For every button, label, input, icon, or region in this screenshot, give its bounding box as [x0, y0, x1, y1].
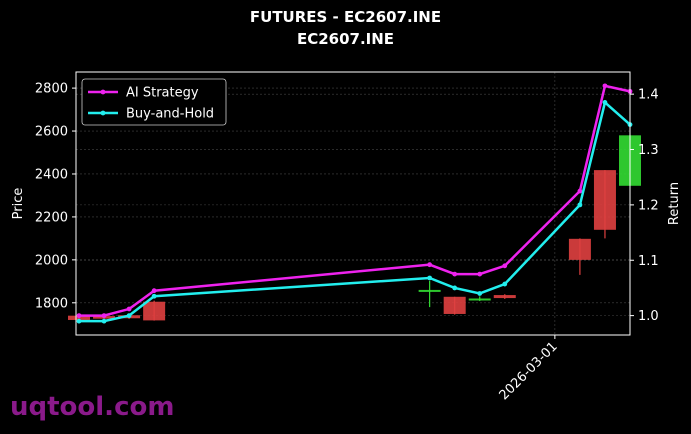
series-point: [151, 288, 157, 294]
series-point: [477, 271, 483, 277]
legend-label-ai-strategy: AI Strategy: [126, 86, 199, 101]
y-left-tick-label: 2400: [35, 167, 68, 182]
series-point: [502, 263, 508, 269]
legend-label-buy-and-hold: Buy-and-Hold: [126, 107, 214, 122]
series-point: [452, 271, 458, 277]
series-point: [101, 313, 107, 319]
series-point: [502, 281, 508, 287]
series-point: [427, 262, 433, 268]
y-right-axis-label: Return: [667, 182, 682, 225]
series-point: [76, 318, 82, 324]
series-point: [76, 313, 82, 319]
y-right-tick-label: 1.4: [638, 88, 659, 103]
plot-frame: [75, 71, 631, 336]
series-point: [101, 318, 107, 324]
y-right-tick-label: 1.0: [638, 309, 659, 324]
candle-up: [468, 298, 491, 301]
series-point: [126, 306, 132, 312]
candle-down: [493, 295, 516, 299]
series-point: [126, 313, 132, 319]
candle-down: [443, 296, 466, 314]
candle-down: [143, 301, 166, 321]
x-tick-label: 2026-03-01: [497, 339, 561, 403]
y-left-tick-label: 1800: [35, 296, 68, 311]
chart-subtitle: EC2607.INE: [296, 30, 395, 48]
candle-down: [593, 170, 616, 230]
series-line-buy-and-hold: [79, 100, 631, 323]
series-point: [427, 275, 433, 281]
y-left-tick-label: 2200: [35, 210, 68, 225]
y-right-tick-label: 1.3: [638, 143, 659, 158]
series-point: [151, 293, 157, 299]
series-point: [477, 291, 483, 296]
watermark-text: uqtool.com: [10, 392, 175, 422]
series-point: [452, 285, 458, 291]
series-point: [577, 188, 583, 194]
series-point: [577, 202, 583, 208]
chart-title: FUTURES - EC2607.INE: [249, 8, 442, 26]
y-left-tick-label: 2600: [35, 125, 68, 140]
y-right-tick-label: 1.2: [638, 198, 659, 213]
y-right-tick-label: 1.1: [638, 254, 659, 269]
series-point: [602, 100, 608, 105]
y-left-tick-label: 2800: [35, 82, 68, 97]
y-left-axis-label: Price: [11, 188, 26, 220]
y-left-tick-label: 2000: [35, 253, 68, 268]
candle-up: [418, 289, 441, 292]
legend-swatch-marker: [100, 110, 106, 116]
candle-down: [568, 238, 591, 260]
legend-swatch-marker: [100, 89, 106, 95]
series-point: [602, 83, 608, 89]
